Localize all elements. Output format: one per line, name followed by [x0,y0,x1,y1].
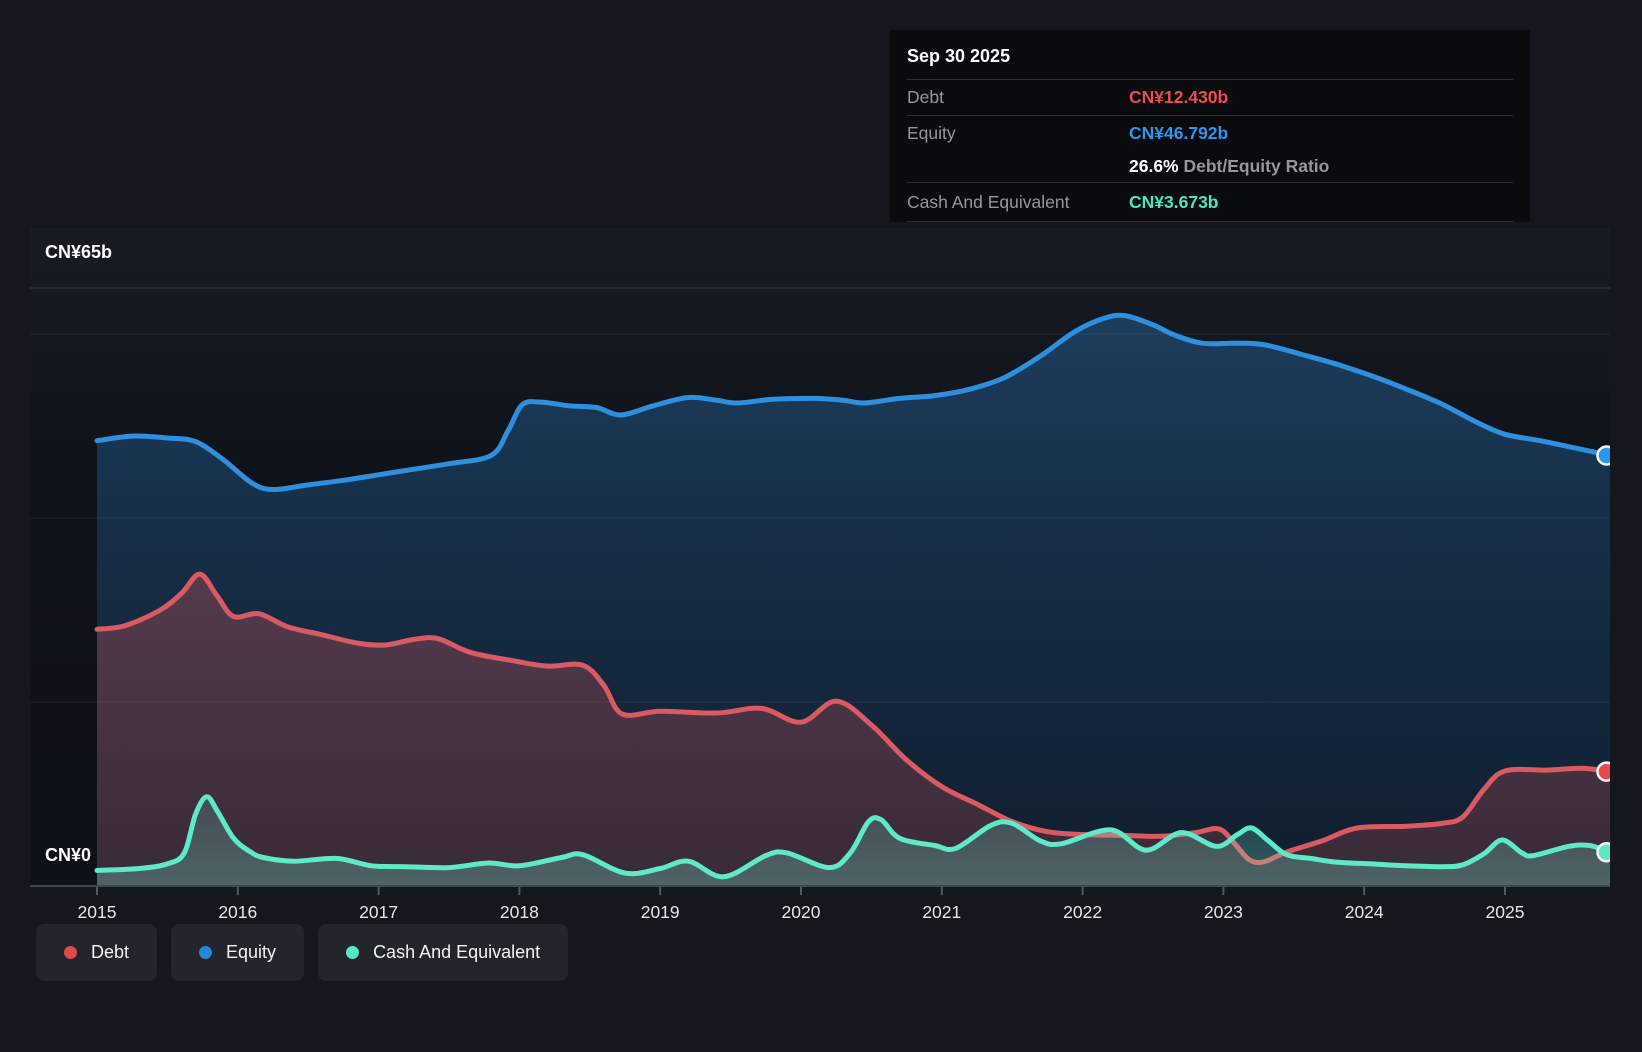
debt-line [94,571,1610,866]
tooltip-equity-label: Equity [907,122,956,143]
x-tick-label: 2024 [1345,902,1384,922]
x-tick-label: 2017 [359,902,398,922]
legend-equity-label: Equity [226,942,277,962]
tooltip-debt-label: Debt [907,87,944,107]
equity-line [94,312,1610,493]
legend-item-cash[interactable]: Cash And Equivalent [318,924,569,981]
x-tick-label: 2021 [922,902,961,922]
tooltip-ratio-value: 26.6% [1129,155,1179,176]
x-tick-label: 2015 [78,902,117,922]
x-tick-label: 2022 [1063,902,1102,922]
tooltip-equity-value: CN¥46.792b [1129,122,1229,143]
tooltip-date: Sep 30 2025 [907,30,1513,80]
debt-area [97,574,1610,886]
tooltip-cash-label: Cash And Equivalent [907,191,1070,212]
y-axis-zero-label: CN¥0 [45,845,91,865]
x-tick-label: 2019 [641,902,680,922]
chart-legend: Debt Equity Cash And Equivalent [36,924,569,981]
debt-endpoint-marker [1596,761,1610,782]
x-tick-label: 2016 [218,902,257,922]
equity-series-dot-icon [199,946,213,959]
equity-endpoint-marker [1596,445,1610,466]
tooltip-debt-row: Debt CN¥12.430b [907,80,1513,116]
legend-item-debt[interactable]: Debt [36,924,158,981]
hover-tooltip: Sep 30 2025 Debt CN¥12.430b Equity CN¥46… [890,30,1530,222]
x-tick-label: 2020 [782,902,821,922]
x-tick-label: 2023 [1204,902,1243,922]
cash-and-equivalent-endpoint-marker [1596,841,1610,863]
tooltip-ratio-row: 26.6% Debt/Equity Ratio [907,150,1513,182]
tooltip-cash-row: Cash And Equivalent CN¥3.673b [907,182,1513,222]
debt-series-dot-icon [64,946,77,959]
tooltip-cash-value: CN¥3.673b [1129,191,1219,212]
legend-debt-label: Debt [91,942,130,962]
legend-cash-label: Cash And Equivalent [373,942,541,962]
x-tick-label: 2025 [1486,902,1525,922]
cash-and-equivalent-line [94,794,1610,880]
x-tick-label: 2018 [500,902,539,922]
tooltip-debt-value: CN¥12.430b [1129,87,1229,107]
y-axis-max-label: CN¥65b [45,242,112,262]
cash-series-dot-icon [346,946,360,959]
tooltip-equity-row: Equity CN¥46.792b [907,116,1513,150]
legend-item-equity[interactable]: Equity [171,924,305,981]
tooltip-ratio-label: Debt/Equity Ratio [1178,155,1330,176]
cash-and-equivalent-area [97,796,1610,886]
